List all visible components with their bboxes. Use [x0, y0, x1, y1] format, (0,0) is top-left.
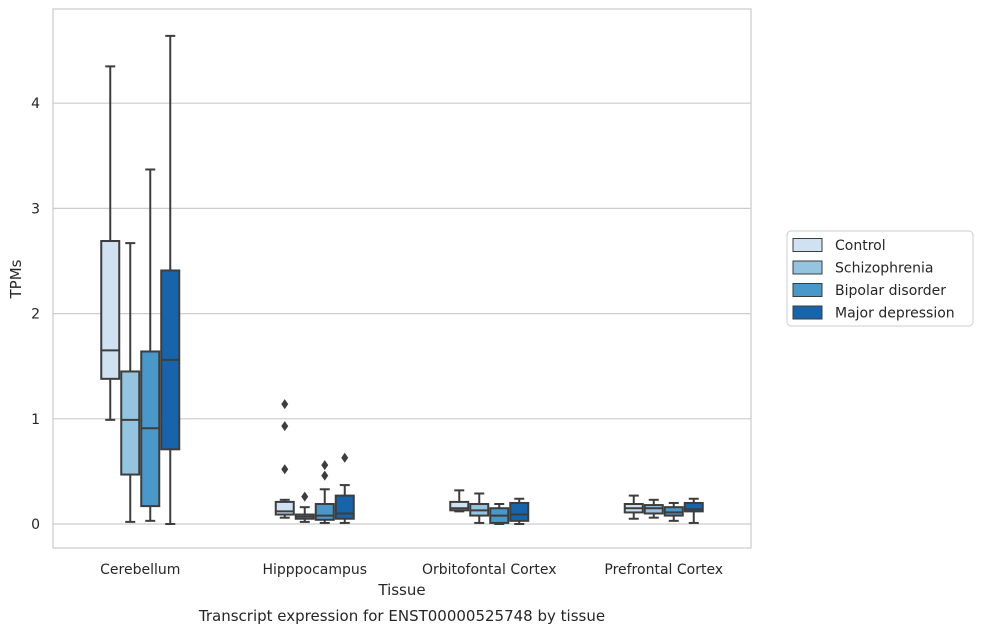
outlier-marker	[341, 452, 349, 463]
box-3-1	[643, 498, 664, 519]
x-axis-ticks: Cerebellum Hipppocampus Orbitofontal Corte…	[100, 562, 723, 578]
box-2-0	[449, 489, 470, 513]
x-axis-label: Tissue	[377, 581, 425, 599]
box-1-1	[294, 491, 315, 523]
box-iqr	[100, 240, 121, 380]
plot-area-frame	[52, 8, 752, 549]
legend-swatch	[792, 305, 823, 320]
box-iqr	[314, 503, 335, 521]
outlier-marker	[321, 460, 329, 471]
legend-label: Major depression	[835, 306, 955, 322]
legend-label: Bipolar disorder	[835, 283, 946, 299]
outlier-marker	[281, 464, 289, 475]
x-tick-label: Hipppocampus	[262, 562, 367, 578]
box-iqr	[643, 504, 664, 515]
outlier-marker	[301, 491, 309, 502]
box-iqr	[120, 370, 141, 476]
legend-swatch	[792, 283, 823, 297]
y-axis-ticks: 0 1 2 3 4	[31, 96, 40, 533]
legend-label: Schizophrenia	[835, 261, 933, 277]
y-tick-label: 0	[31, 517, 40, 533]
x-tick-label: Cerebellum	[100, 562, 180, 578]
box-1-2	[314, 460, 335, 524]
box-0-3	[160, 34, 181, 525]
y-tick-label: 1	[31, 412, 40, 428]
box-3-0	[623, 494, 644, 520]
y-tick-label: 2	[31, 307, 40, 323]
chart-caption: Transcript expression for ENST0000052574…	[198, 607, 605, 625]
legend-swatch	[792, 238, 823, 252]
outlier-marker	[321, 470, 329, 481]
legend-frame	[786, 230, 974, 327]
box-1-3	[334, 452, 355, 524]
box-2-1	[469, 492, 490, 524]
y-axis-label: TPMs	[7, 259, 25, 299]
x-tick-label: Orbitofontal Cortex	[422, 562, 557, 578]
y-tick-label: 3	[31, 201, 40, 217]
box-0-2	[140, 168, 161, 522]
box-1-0	[274, 399, 295, 519]
box-iqr	[274, 500, 295, 516]
box-2-2	[489, 503, 510, 525]
box-0-1	[120, 242, 141, 523]
box-iqr	[683, 501, 704, 513]
x-tick-label: Prefrontal Cortex	[604, 562, 723, 578]
box-iqr	[449, 500, 470, 512]
legend-label: Control	[835, 238, 886, 254]
outlier-marker	[281, 399, 289, 410]
box-3-2	[663, 501, 684, 522]
box-0-0	[100, 65, 121, 421]
box-3-3	[683, 497, 704, 524]
legend-swatch	[792, 260, 823, 275]
box-2-3	[509, 497, 530, 525]
y-tick-label: 4	[31, 96, 40, 112]
box-groups	[100, 34, 704, 525]
outlier-marker	[281, 421, 289, 432]
legend: Control Schizophrenia Bipolar disorder Majo…	[786, 230, 974, 327]
box-iqr	[509, 501, 530, 522]
box-iqr	[334, 494, 355, 520]
box-iqr	[663, 506, 684, 517]
